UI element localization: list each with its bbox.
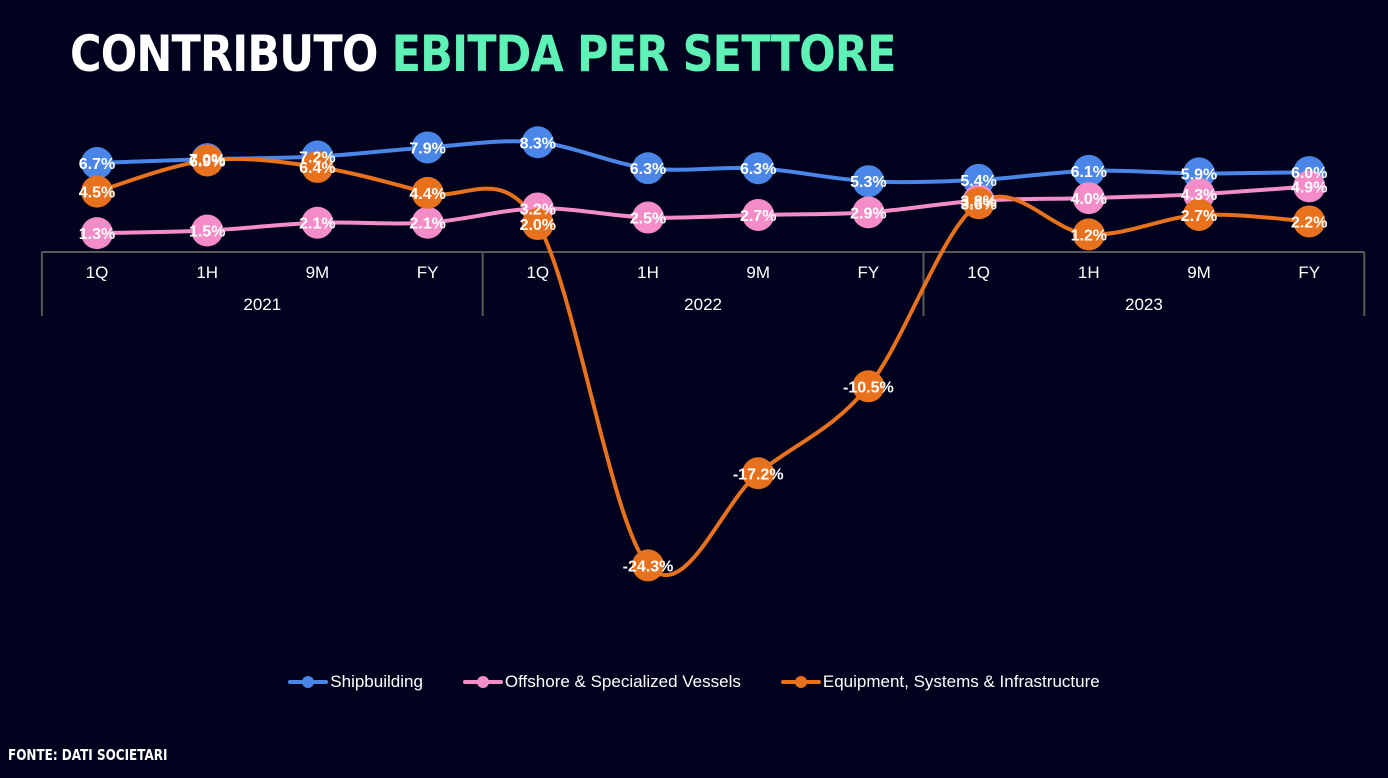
data-label: 3.2% <box>520 201 556 218</box>
x-tick-label: 1H <box>1078 263 1100 282</box>
x-tick-label: 1H <box>637 263 659 282</box>
data-label: 3.6% <box>960 196 996 213</box>
data-point <box>962 187 995 220</box>
data-label: 2.1% <box>299 216 335 233</box>
data-point <box>411 206 444 239</box>
data-label: 2.9% <box>850 205 886 222</box>
data-label: 4.3% <box>1181 187 1217 204</box>
data-label: 6.7% <box>79 156 115 173</box>
data-label: 4.9% <box>1291 179 1327 196</box>
data-label: 4.4% <box>409 186 445 203</box>
x-tick-label: 9M <box>746 263 770 282</box>
data-point <box>852 165 885 198</box>
data-point <box>521 126 554 159</box>
data-point <box>191 214 224 247</box>
data-label: 4.5% <box>79 185 115 202</box>
data-label: 6.9% <box>189 153 225 170</box>
data-point <box>81 217 113 250</box>
data-label: 6.1% <box>1071 164 1107 181</box>
title-accent: EBITDA PER SETTORE <box>391 25 897 83</box>
legend-item-shipbuilding: Shipbuilding <box>288 672 423 692</box>
data-label: 7.0% <box>189 152 225 169</box>
data-point <box>1183 198 1215 231</box>
x-group-label: 2022 <box>684 295 722 314</box>
data-label: 2.7% <box>1181 208 1217 225</box>
data-label: -10.5% <box>843 379 894 396</box>
legend-item-equipment-systems-infrastructure: Equipment, Systems & Infrastructure <box>780 672 1100 692</box>
x-tick-label: FY <box>858 263 880 282</box>
x-tick-label: FY <box>417 263 439 282</box>
legend-swatch <box>288 676 329 688</box>
data-label: 2.2% <box>1291 214 1327 231</box>
data-label: 4.0% <box>1071 191 1107 208</box>
data-label: 2.5% <box>630 211 666 228</box>
title-main: CONTRIBUTO <box>70 25 378 83</box>
data-label: 1.3% <box>79 226 115 243</box>
data-point <box>1072 218 1105 251</box>
x-tick-label: 1Q <box>526 263 549 282</box>
chart-legend: Shipbuilding Offshore & Specialized Vesse… <box>0 672 1388 692</box>
data-point <box>742 152 775 185</box>
series-lines <box>95 139 1312 577</box>
data-point <box>81 147 113 180</box>
data-label: 1.2% <box>1071 227 1107 244</box>
data-point <box>632 549 664 582</box>
data-label: 2.7% <box>740 208 776 225</box>
data-point <box>1293 170 1326 203</box>
data-point <box>81 175 113 208</box>
x-tick-label: 9M <box>1187 263 1211 282</box>
data-point <box>1072 154 1105 187</box>
x-tick-label: 1Q <box>86 263 109 282</box>
x-group-label: 2021 <box>243 295 281 314</box>
x-tick-label: 1Q <box>967 263 990 282</box>
data-label: 7.9% <box>409 140 445 157</box>
data-label: -24.3% <box>623 558 674 575</box>
data-label: 2.1% <box>409 216 445 233</box>
data-point <box>191 144 224 177</box>
data-point <box>742 198 775 231</box>
data-point <box>411 176 444 209</box>
data-label: 2.0% <box>520 217 556 234</box>
data-label: -17.2% <box>733 466 784 483</box>
source-note: FONTE: DATI SOCIETARI <box>8 746 168 764</box>
series-line-equipment-systems-infrastructure <box>95 156 1312 577</box>
data-point <box>852 196 885 229</box>
data-point <box>301 206 334 239</box>
x-tick-label: 9M <box>306 263 330 282</box>
data-label: 7.2% <box>299 150 335 167</box>
category-axis: 1Q 1H 9M FY 1Q 1H 9M FY 1Q 1H 9M FY 2021 2022 2023 <box>40 251 1366 316</box>
data-point <box>852 370 885 403</box>
data-point <box>1072 182 1105 215</box>
data-point <box>632 152 664 185</box>
data-point <box>521 208 554 241</box>
data-label: 6.0% <box>1291 165 1327 182</box>
x-tick-label: FY <box>1298 263 1320 282</box>
data-point <box>632 201 664 234</box>
legend-label: Offshore & Specialized Vessels <box>504 672 741 691</box>
data-point <box>742 457 775 490</box>
series-line-offshore-specialized-vessels <box>95 184 1312 236</box>
data-label: 5.3% <box>850 174 886 191</box>
series-points: 6.7% 7.0% 7.2% 7.9% 8.3% 6.3% 6.3% 5.3% 5.4% 6.1%… <box>79 126 1327 582</box>
data-label: 8.3% <box>520 135 556 152</box>
legend-swatch <box>462 676 503 688</box>
data-label: 5.9% <box>1181 166 1217 183</box>
data-label: 3.8% <box>960 194 996 211</box>
data-label: 6.4% <box>299 160 335 177</box>
legend-label: Shipbuilding <box>330 672 423 691</box>
data-point <box>1293 205 1326 238</box>
data-label: 5.4% <box>960 173 996 190</box>
data-label: 1.5% <box>189 224 225 241</box>
legend-label: Equipment, Systems & Infrastructure <box>822 672 1100 691</box>
data-point <box>301 150 334 183</box>
data-label: 6.3% <box>630 161 666 178</box>
legend-swatch <box>780 676 821 688</box>
x-group-label: 2023 <box>1125 295 1163 314</box>
page-title: CONTRIBUTO EBITDA PER SETTORE <box>70 22 896 86</box>
legend-item-offshore-specialized-vessels: Offshore & Specialized Vessels <box>462 672 741 692</box>
data-label: 6.3% <box>740 161 776 178</box>
x-tick-label: 1H <box>196 263 218 282</box>
data-point <box>411 131 444 164</box>
